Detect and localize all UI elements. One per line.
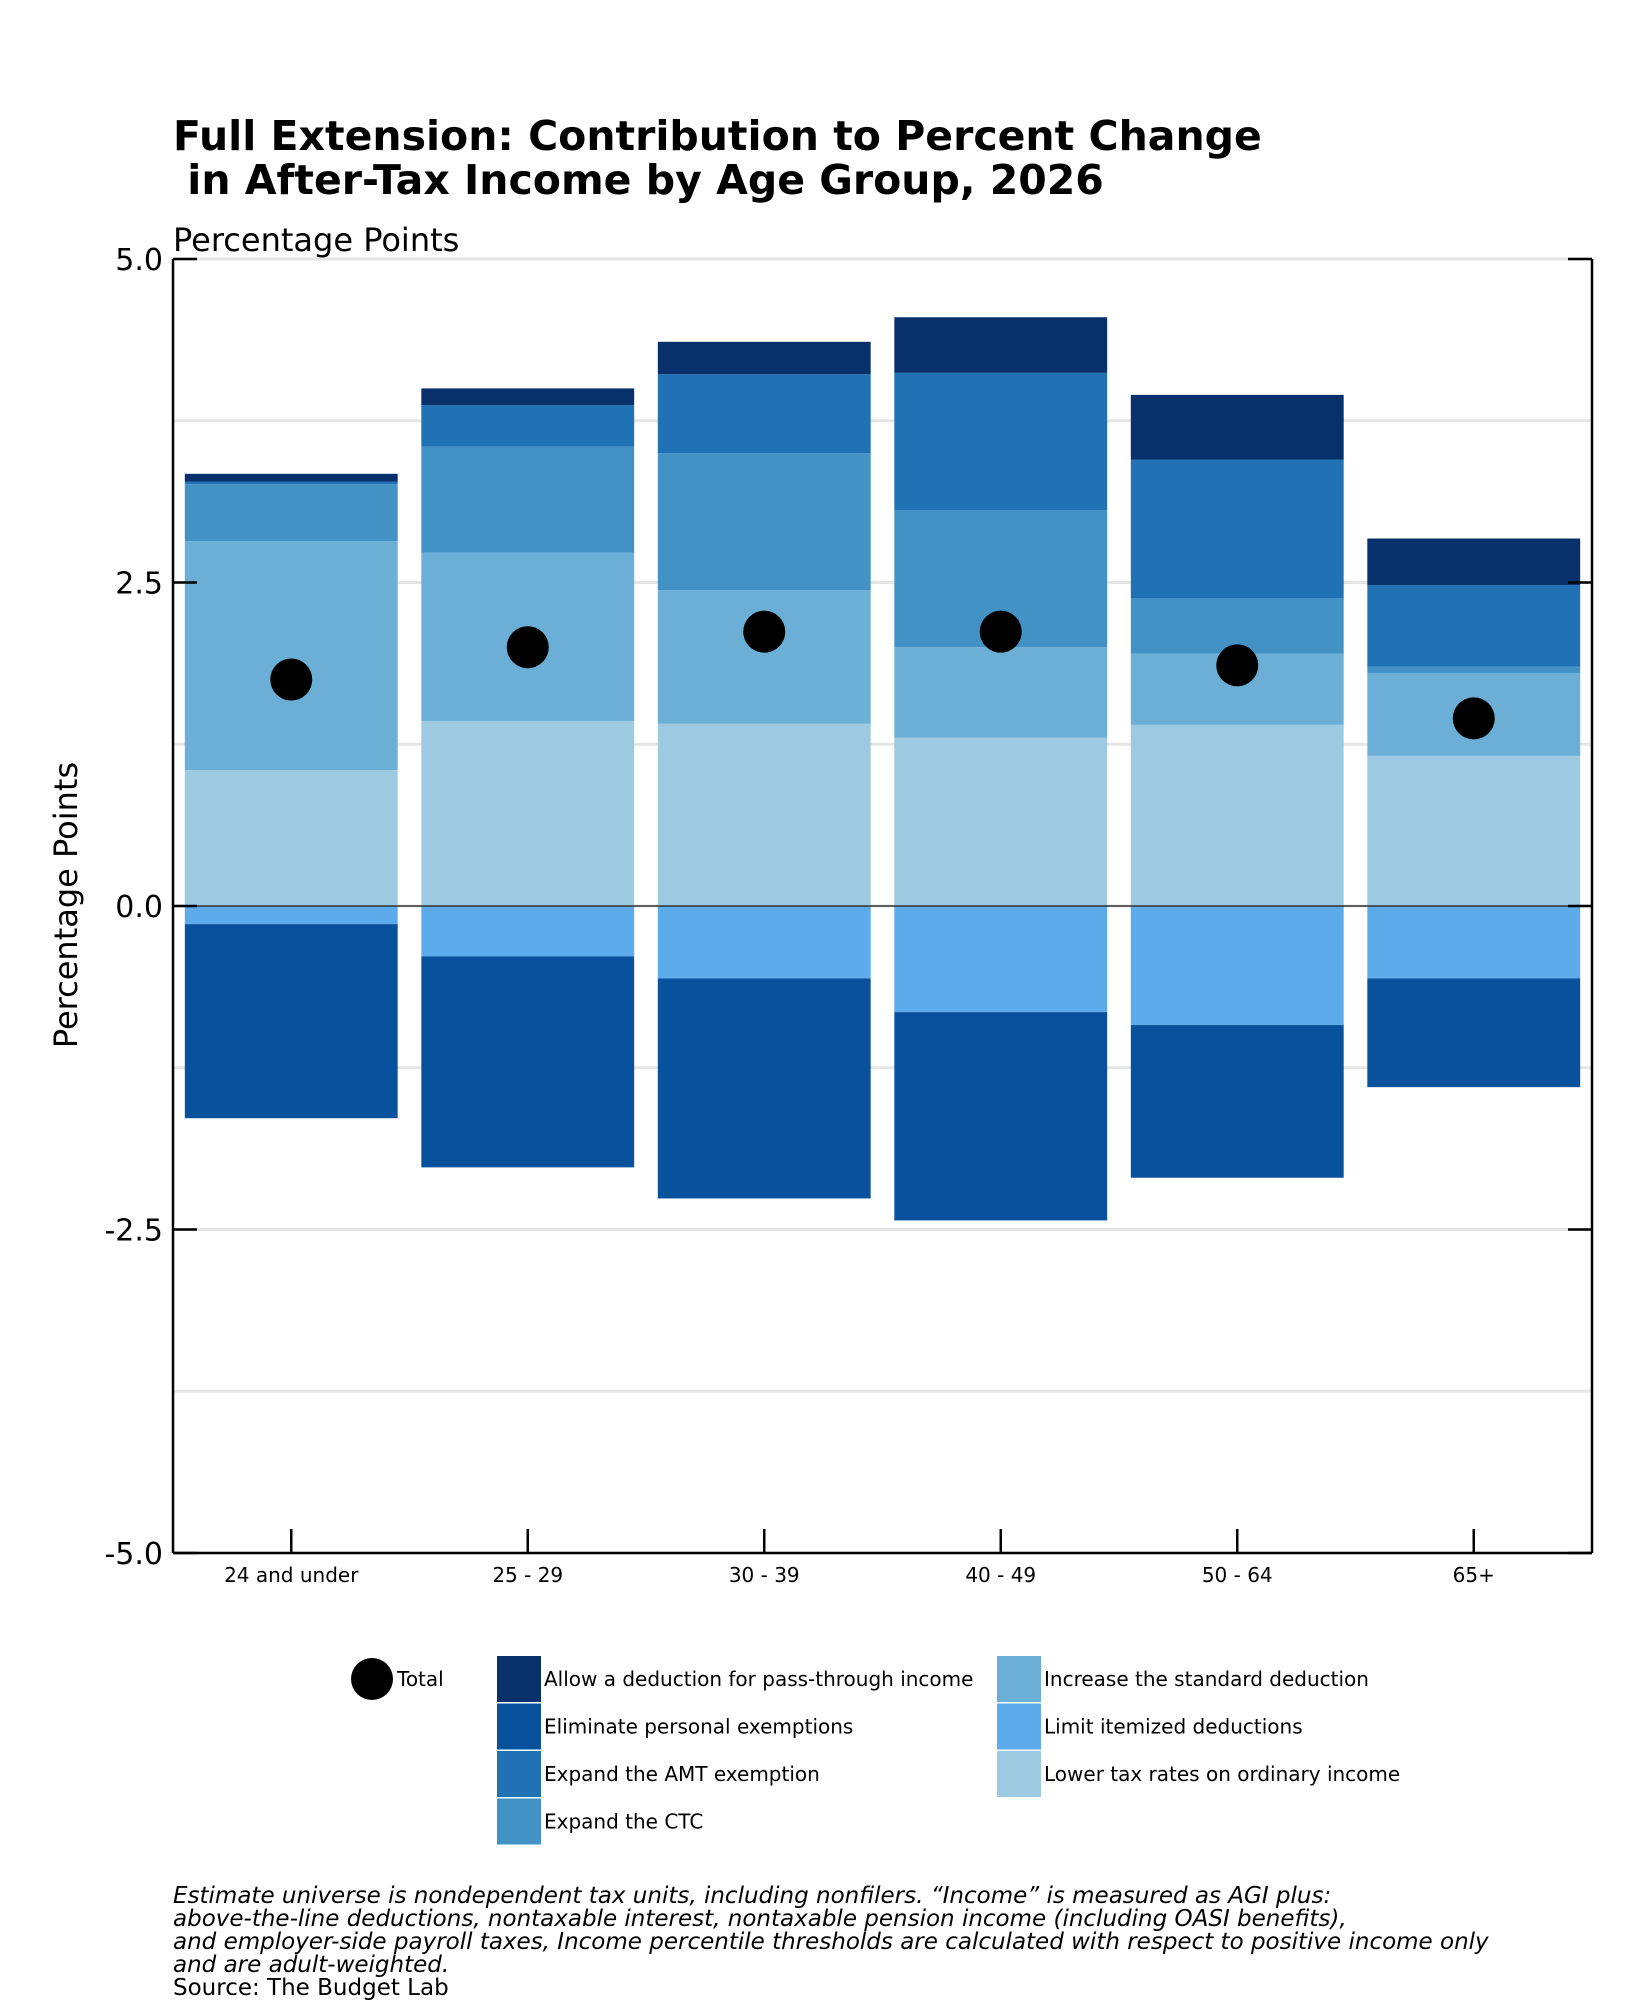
note-line-1: Estimate universe is nondependent tax un…: [173, 1883, 1331, 1909]
total-marker: [270, 658, 313, 701]
legend-swatch-expand-the-ctc: [497, 1798, 541, 1845]
bar-segment-expand-the-amt-exemption: [1367, 585, 1581, 667]
y-tick-label: -2.5: [104, 1214, 163, 1249]
bar-segment-limit-itemized-deductions: [421, 906, 635, 957]
y-tick-labels: 5.0 2.5 0.0 -2.5 -5.0: [104, 243, 163, 1572]
bar-segment-lower-tax-rates-on-ordinary-income: [657, 723, 871, 906]
bar-segment-expand-the-ctc: [184, 484, 398, 542]
bar-segment-lower-tax-rates-on-ordinary-income: [421, 720, 635, 906]
legend-label-total: Total: [396, 1667, 444, 1691]
bar-segment-increase-the-standard-deduction: [894, 647, 1108, 738]
total-marker: [506, 626, 549, 669]
bar-segment-eliminate-personal-exemptions: [421, 956, 635, 1168]
bar-segment-allow-a-deduction-for-pass-through-income: [894, 317, 1108, 373]
legend-swatch-eliminate-personal-exemptions: [497, 1703, 541, 1750]
y-tick-label: 2.5: [115, 567, 163, 602]
bar-segment-expand-the-amt-exemption: [894, 372, 1108, 511]
legend-swatch-lower-tax-rates-on-ordinary-income: [997, 1751, 1041, 1797]
axes: [171, 257, 1594, 1555]
total-markers: [270, 610, 1495, 740]
legend-label-expand-the-ctc: Expand the CTC: [544, 1810, 703, 1834]
legend-swatch-total: [351, 1658, 393, 1700]
note-line-3: and employer-side payroll taxes, Income …: [173, 1929, 1489, 1955]
x-tick-label: 25 - 29: [492, 1563, 563, 1587]
bar-segment-increase-the-standard-deduction: [184, 541, 398, 771]
note-line-4: and are adult-weighted.: [173, 1952, 449, 1978]
bar-segment-eliminate-personal-exemptions: [1367, 978, 1581, 1088]
bar-segment-limit-itemized-deductions: [894, 906, 1108, 1013]
bar-segment-allow-a-deduction-for-pass-through-income: [657, 341, 871, 375]
bar-segment-allow-a-deduction-for-pass-through-income: [1367, 538, 1581, 586]
bar-segment-lower-tax-rates-on-ordinary-income: [184, 770, 398, 906]
chart-notes: Estimate universe is nondependent tax un…: [173, 1883, 1489, 2000]
bar-segment-eliminate-personal-exemptions: [657, 978, 871, 1199]
y-tick-label: -5.0: [104, 1537, 163, 1572]
legend-label-increase-the-standard-deduction: Increase the standard deduction: [1044, 1667, 1369, 1691]
bar-segment-allow-a-deduction-for-pass-through-income: [421, 388, 635, 406]
chart-subtitle: Percentage Points: [173, 221, 459, 259]
legend-label-lower-tax-rates-on-ordinary-income: Lower tax rates on ordinary income: [1044, 1762, 1400, 1786]
x-tick-label: 50 - 64: [1202, 1563, 1273, 1587]
bar-segment-lower-tax-rates-on-ordinary-income: [894, 737, 1108, 906]
bar-segment-expand-the-amt-exemption: [1130, 459, 1344, 599]
bar-segment-limit-itemized-deductions: [1130, 906, 1344, 1026]
total-marker: [1216, 644, 1259, 687]
bars: [184, 317, 1581, 1221]
bar-segment-expand-the-amt-exemption: [184, 481, 398, 485]
bar-segment-eliminate-personal-exemptions: [1130, 1025, 1344, 1178]
bar-segment-lower-tax-rates-on-ordinary-income: [1367, 755, 1581, 906]
note-line-2: above-the-line deductions, nontaxable in…: [173, 1906, 1347, 1932]
legend-label-limit-itemized-deductions: Limit itemized deductions: [1044, 1715, 1303, 1739]
legend-swatch-limit-itemized-deductions: [997, 1703, 1041, 1750]
chart-title: Full Extension: Contribution to Percent …: [173, 112, 1262, 204]
legend-swatch-expand-the-amt-exemption: [497, 1751, 541, 1797]
legend-swatch-allow-a-deduction-for-pass-through-income: [497, 1656, 541, 1702]
bar-segment-increase-the-standard-deduction: [657, 590, 871, 724]
chart-title-line-2: in After-Tax Income by Age Group, 2026: [173, 156, 1104, 204]
source-note: Source: The Budget Lab: [173, 1975, 449, 2000]
x-tick-labels: 24 and under 25 - 29 30 - 39 40 - 49 50 - 64…: [224, 1563, 1495, 1587]
legend: Total Allow a deduction for pass-through …: [351, 1656, 1400, 1845]
bar-segment-eliminate-personal-exemptions: [184, 924, 398, 1119]
bar-segment-limit-itemized-deductions: [1367, 906, 1581, 979]
bar-segment-expand-the-ctc: [1367, 666, 1581, 674]
y-tick-label: 0.0: [115, 890, 163, 925]
bar-segment-allow-a-deduction-for-pass-through-income: [184, 473, 398, 482]
legend-label-expand-the-amt-exemption: Expand the AMT exemption: [544, 1762, 820, 1786]
x-tick-label: 24 and under: [224, 1563, 359, 1587]
y-tick-label: 5.0: [115, 243, 163, 278]
bar-segment-limit-itemized-deductions: [184, 906, 398, 925]
bar-segment-expand-the-amt-exemption: [657, 374, 871, 454]
bar-segment-allow-a-deduction-for-pass-through-income: [1130, 394, 1344, 460]
y-axis-label: Percentage Points: [47, 762, 85, 1048]
total-marker: [743, 610, 786, 653]
x-tick-label: 40 - 49: [965, 1563, 1036, 1587]
legend-label-eliminate-personal-exemptions: Eliminate personal exemptions: [544, 1715, 853, 1739]
x-tick-label: 65+: [1453, 1563, 1495, 1587]
chart-title-line-1: Full Extension: Contribution to Percent …: [173, 112, 1262, 160]
legend-swatch-increase-the-standard-deduction: [997, 1656, 1041, 1702]
bar-segment-expand-the-ctc: [657, 453, 871, 591]
legend-label-allow-a-deduction-for-pass-through-income: Allow a deduction for pass-through incom…: [544, 1667, 973, 1691]
x-tick-label: 30 - 39: [729, 1563, 800, 1587]
bar-segment-lower-tax-rates-on-ordinary-income: [1130, 724, 1344, 906]
bar-segment-expand-the-amt-exemption: [421, 405, 635, 447]
bar-segment-limit-itemized-deductions: [657, 906, 871, 979]
total-marker: [979, 610, 1022, 653]
bar-segment-eliminate-personal-exemptions: [894, 1012, 1108, 1221]
total-marker: [1452, 697, 1495, 740]
bar-segment-expand-the-ctc: [421, 446, 635, 553]
